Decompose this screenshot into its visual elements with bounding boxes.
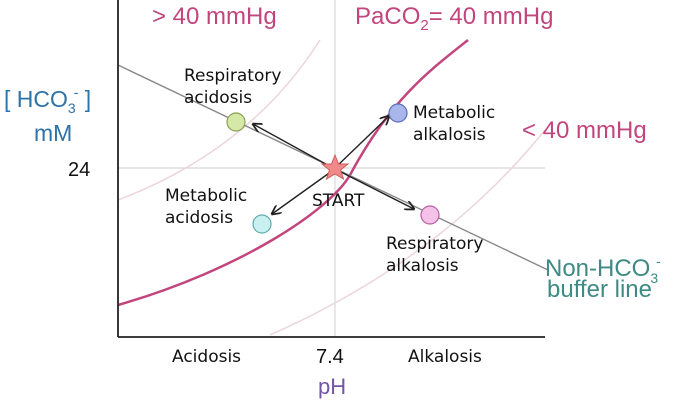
isobar-high-label: > 40 mmHg <box>152 3 277 30</box>
y-tick-24: 24 <box>68 159 90 181</box>
meta-acidosis-marker <box>252 214 272 234</box>
resp-acidosis-marker <box>226 112 246 132</box>
x-tick-7-4: 7.4 <box>316 346 344 368</box>
isobar-mid-label: PaCO2= 40 mmHg <box>355 3 553 34</box>
isobar-low-label: < 40 mmHg <box>522 117 647 144</box>
arrow-to-resp-acidosis <box>253 124 334 169</box>
arrow-to-meta-alkalosis <box>335 116 389 168</box>
meta-alkalosis-label-line2: alkalosis <box>413 125 486 145</box>
x-axis-acidosis-label: Acidosis <box>172 347 241 367</box>
isobar-low-pco2 <box>269 129 546 336</box>
meta-acidosis-label-line1: Metabolic <box>165 186 247 206</box>
meta-alkalosis-label-line1: Metabolic <box>413 103 495 123</box>
meta-alkalosis-marker <box>388 103 408 123</box>
y-axis-label-line1: [ HCO3- ] <box>4 84 91 116</box>
resp-alkalosis-label-line2: alkalosis <box>386 256 459 276</box>
buffer-line-label-line2: buffer line <box>547 276 652 303</box>
y-axis-label-line2: mM <box>34 120 72 146</box>
resp-alkalosis-label-line1: Respiratory <box>386 234 483 254</box>
resp-acidosis-label-line2: acidosis <box>184 88 252 108</box>
arrow-to-meta-acidosis <box>272 170 333 214</box>
buffer-line-label-line1: Non-HCO3- <box>545 253 661 286</box>
start-star-icon <box>320 153 350 181</box>
isobar-high-pco2 <box>117 39 321 201</box>
start-label: START <box>312 191 365 211</box>
resp-alkalosis-marker <box>420 205 440 225</box>
meta-acidosis-label-line2: acidosis <box>165 208 233 228</box>
isobar-paco2-40 <box>117 39 469 307</box>
arrow-to-resp-alkalosis <box>336 169 414 209</box>
x-axis-alkalosis-label: Alkalosis <box>408 347 482 367</box>
resp-acidosis-label-line1: Respiratory <box>184 66 281 86</box>
x-axis-ph-label: pH <box>318 374 346 399</box>
